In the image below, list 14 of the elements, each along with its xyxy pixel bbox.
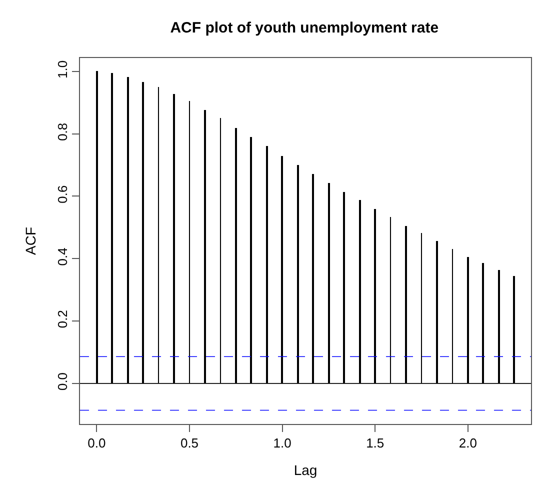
y-tick-label: 1.0	[54, 60, 70, 79]
y-tick-label: 0.2	[54, 310, 70, 328]
y-tick-label: 0.4	[54, 248, 70, 266]
x-tick-label: 0.0	[88, 436, 106, 451]
x-axis-title: Lag	[294, 462, 318, 478]
y-tick-label: 0.0	[54, 372, 70, 391]
x-tick-label: 1.0	[273, 436, 292, 451]
x-tick-label: 1.5	[366, 436, 384, 451]
chart-title: ACF plot of youth unemployment rate	[170, 20, 439, 37]
y-tick-label: 0.8	[54, 122, 70, 141]
y-tick-label: 0.6	[54, 185, 70, 204]
y-axis-title: ACF	[22, 227, 38, 255]
x-tick-label: 0.5	[180, 436, 199, 451]
x-tick-label: 2.0	[458, 436, 477, 451]
